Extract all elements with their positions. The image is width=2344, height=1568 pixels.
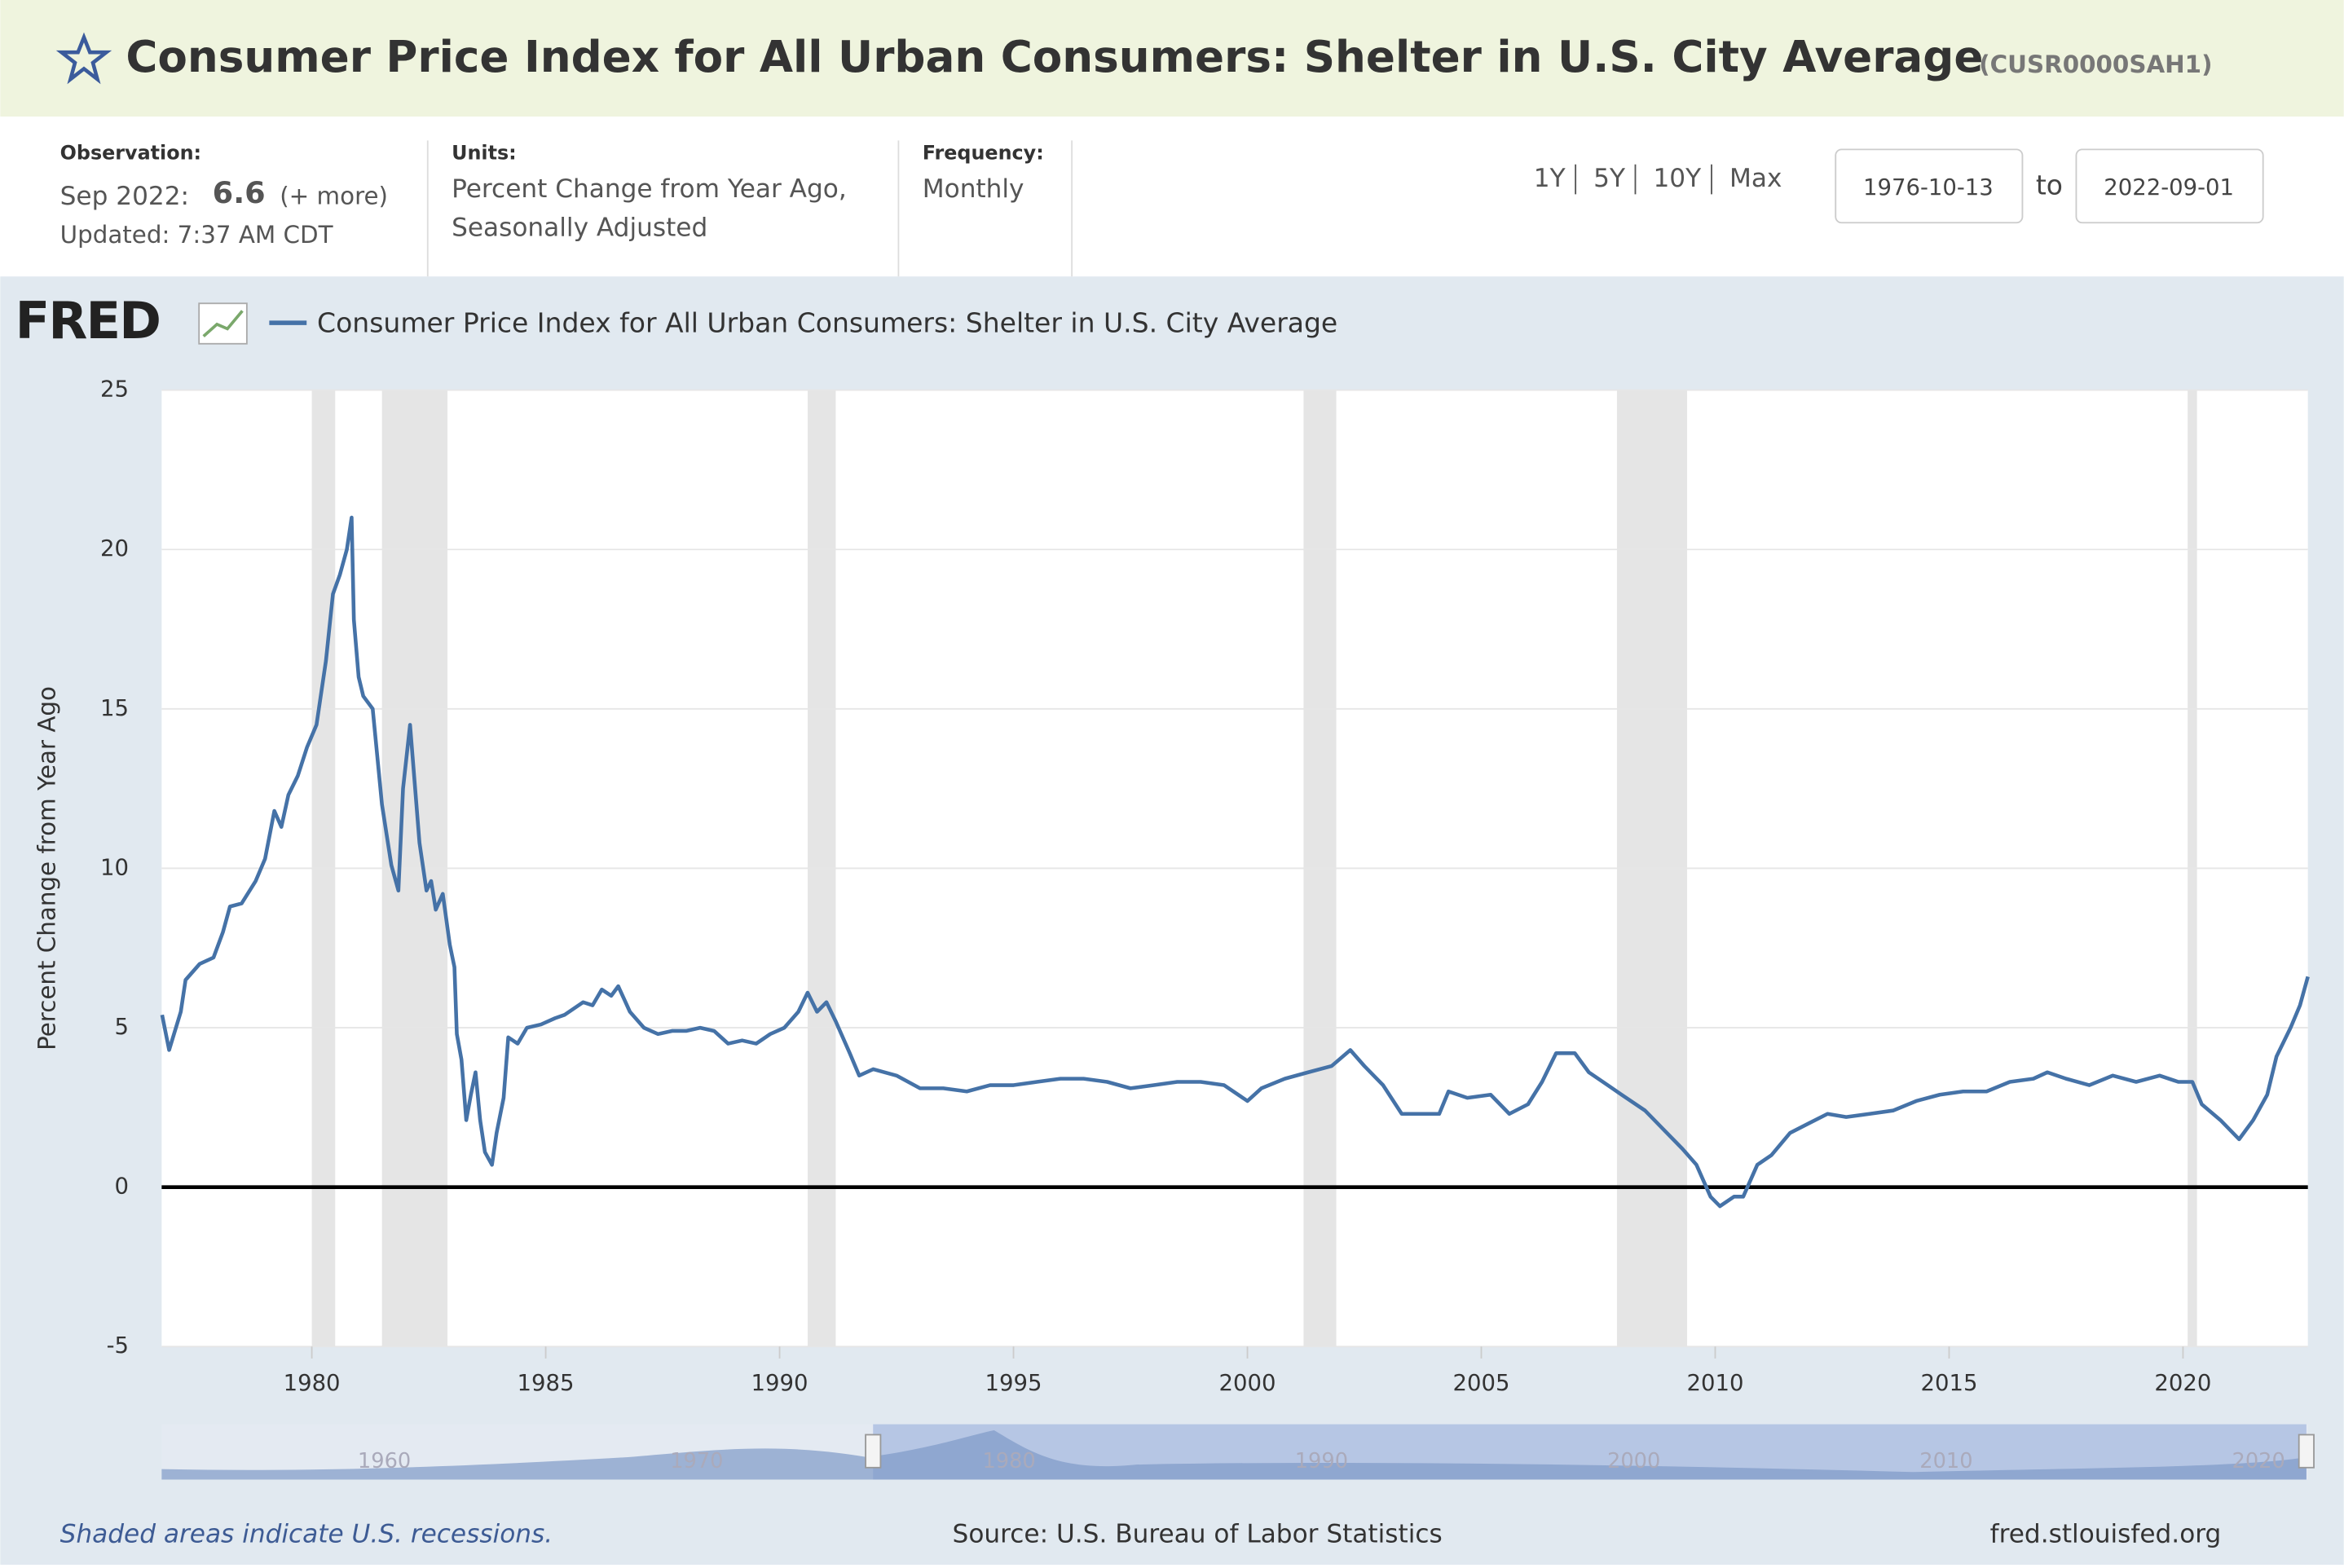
- navigator-area: [161, 1429, 2307, 1480]
- units-label: Units:: [452, 141, 517, 164]
- navigator-label: 1970: [670, 1449, 723, 1473]
- x-tick-label: 2015: [1920, 1370, 1977, 1396]
- fred-logo: FRED: [15, 291, 161, 350]
- x-tick-label: 1985: [518, 1370, 575, 1396]
- star-icon[interactable]: [55, 32, 112, 85]
- y-tick-label: 25: [100, 377, 129, 403]
- y-tick-label: 10: [100, 854, 129, 880]
- legend-label: Consumer Price Index for All Urban Consu…: [317, 306, 1337, 338]
- start-date: 1976-10-13: [1863, 174, 1994, 200]
- navigator-label: 1960: [358, 1449, 411, 1473]
- obs-label: Observation:: [60, 141, 201, 164]
- navigator-label: 2020: [2232, 1449, 2285, 1473]
- y-tick-label: -5: [107, 1332, 129, 1359]
- x-tick-label: 2010: [1686, 1370, 1743, 1396]
- end-date: 2022-09-01: [2104, 174, 2234, 200]
- title: Consumer Price Index for All Urban Consu…: [126, 32, 1983, 82]
- end-date-input[interactable]: [2075, 148, 2264, 224]
- y-tick-label: 15: [100, 695, 129, 721]
- recession-note: Shaded areas indicate U.S. recessions.: [60, 1519, 553, 1548]
- units: Percent Change from Year Ago,: [452, 174, 847, 204]
- navigator-labels: 1960 1970 1980 1990 2000 2010 2020: [358, 1449, 2285, 1473]
- x-tick-label: 1980: [284, 1370, 341, 1396]
- x-tick-label: 2000: [1219, 1370, 1276, 1396]
- y-tick-label: 0: [114, 1174, 129, 1200]
- range-button[interactable]: 1Y: [1534, 164, 1566, 193]
- plot: -5 0 5 10 15 20 25 1980 1985 1990 1995 2000 2005 2010…: [100, 377, 2310, 1396]
- y-axis-label: Percent Change from Year Ago: [33, 686, 60, 1050]
- y-tick-label: 5: [114, 1014, 129, 1040]
- obs-more[interactable]: (+ more): [280, 183, 388, 210]
- to-label: to: [2036, 170, 2063, 201]
- range-button[interactable]: 10Y: [1653, 164, 1702, 193]
- freq-label: Frequency:: [923, 141, 1044, 164]
- site[interactable]: fred.stlouisfed.org: [1990, 1519, 2222, 1548]
- freq: Monthly: [923, 174, 1024, 204]
- navigator-label: 1980: [982, 1449, 1035, 1473]
- header-bg: [0, 0, 2344, 117]
- series-line: [160, 515, 2310, 1209]
- series-id: (CUSR0000SAH1): [1979, 51, 2212, 78]
- range-buttons: 1Y 5Y 10Y Max: [1534, 164, 1782, 195]
- x-tick-label: 2005: [1452, 1370, 1509, 1396]
- navigator-label: 2000: [1607, 1449, 1660, 1473]
- logo-icon-line: [202, 310, 244, 337]
- x-tick-label: 1990: [751, 1370, 809, 1396]
- units: Seasonally Adjusted: [452, 214, 707, 243]
- obs-date: Sep 2022:: [60, 182, 189, 211]
- navigator-label: 1990: [1295, 1449, 1348, 1473]
- updated: Updated: 7:37 AM CDT: [60, 221, 333, 249]
- range-button[interactable]: Max: [1729, 164, 1782, 193]
- range-button[interactable]: 5Y: [1593, 164, 1626, 193]
- source: Source: U.S. Bureau of Labor Statistics: [953, 1519, 1443, 1548]
- x-tick-label: 1995: [985, 1370, 1042, 1396]
- navigator-handle[interactable]: [865, 1434, 882, 1469]
- navigator-handle[interactable]: [2298, 1434, 2315, 1469]
- navigator-label: 2010: [1919, 1449, 1972, 1473]
- start-date-input[interactable]: [1835, 148, 2024, 224]
- obs-value: 6.6: [213, 175, 266, 210]
- logo-icon: [198, 302, 248, 345]
- x-tick-label: 2020: [2154, 1370, 2211, 1396]
- y-tick-label: 20: [100, 535, 129, 562]
